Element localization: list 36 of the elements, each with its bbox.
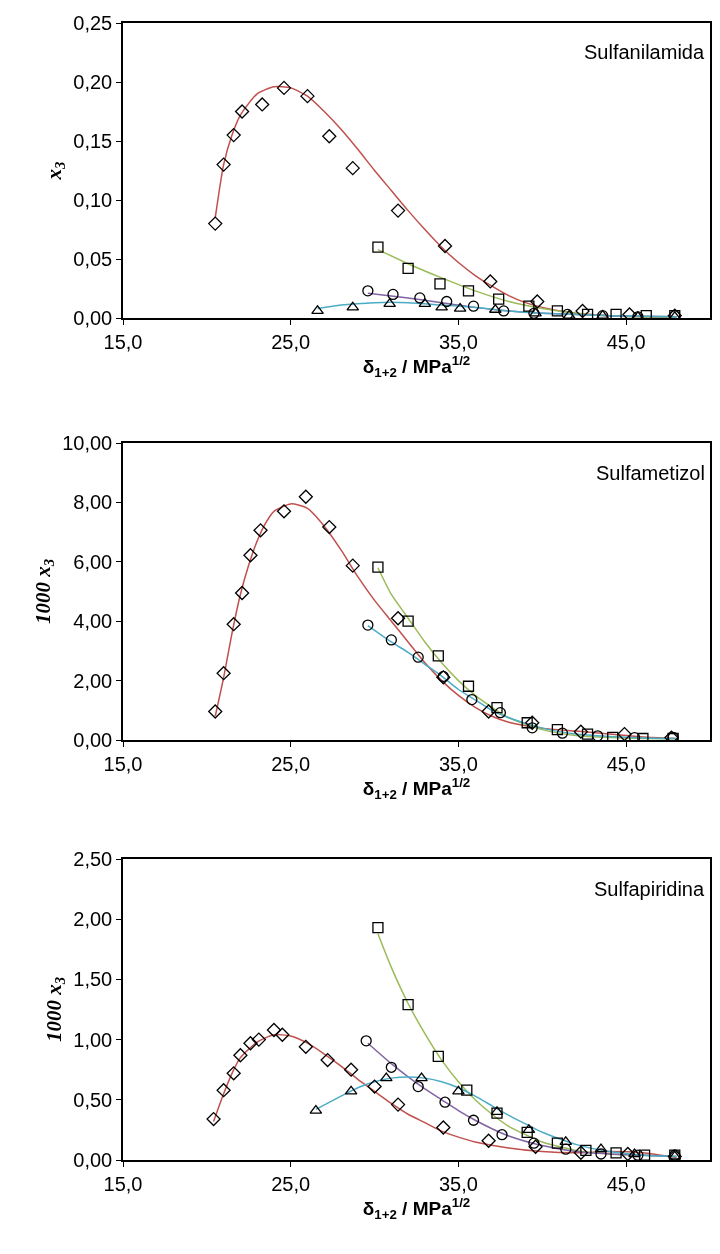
y-tick-label: 0,50: [73, 1088, 113, 1111]
y-tick-label: 0,05: [73, 248, 113, 270]
y-tick-label: 0,00: [73, 1149, 113, 1171]
x-tick-label: 45,0: [606, 330, 646, 353]
y-tick-label: 0,25: [73, 12, 113, 34]
y-tick-label: 1,00: [73, 1028, 113, 1051]
x-axis-title: δ$_{1+2}$ / MPa$^{1/2}$: [362, 352, 471, 380]
y-tick-label: 1,50: [73, 968, 113, 991]
x-tick-label: 35,0: [438, 1172, 478, 1195]
y-tick-label: 0,20: [73, 71, 113, 93]
y-tick-label: 2,00: [73, 669, 113, 692]
x-tick-label: 35,0: [438, 752, 478, 775]
x-axis-title: δ$_{1+2}$ / MPa$^{1/2}$: [362, 774, 471, 802]
x-tick-label: 15,0: [103, 1172, 143, 1195]
x-tick-label: 45,0: [606, 752, 646, 775]
y-tick-label: 0,00: [73, 729, 113, 751]
y-tick-label: 0,15: [73, 130, 113, 152]
y-tick-label: 4,00: [73, 610, 113, 633]
y-tick-label: 6,00: [73, 550, 113, 573]
x-tick-label: 25,0: [271, 752, 311, 775]
x-axis-title: δ$_{1+2}$ / MPa$^{1/2}$: [362, 1194, 471, 1222]
annotation: Sulfapiridina: [594, 878, 705, 900]
x-tick-label: 15,0: [103, 330, 143, 353]
annotation: Sulfametizol: [596, 462, 705, 484]
x-tick-label: 15,0: [103, 752, 143, 775]
annotation: Sulfanilamida: [584, 41, 705, 63]
y-tick-label: 8,00: [73, 491, 113, 514]
x-tick-label: 25,0: [271, 330, 311, 353]
y-tick-label: 0,10: [73, 189, 113, 211]
y-tick-label: 10,00: [62, 432, 113, 454]
y-tick-label: 0,00: [73, 307, 113, 329]
y-tick-label: 2,50: [73, 848, 113, 870]
y-tick-label: 2,00: [73, 908, 113, 931]
x-tick-label: 25,0: [271, 1172, 311, 1195]
x-tick-label: 35,0: [438, 330, 478, 353]
x-tick-label: 45,0: [606, 1172, 646, 1195]
